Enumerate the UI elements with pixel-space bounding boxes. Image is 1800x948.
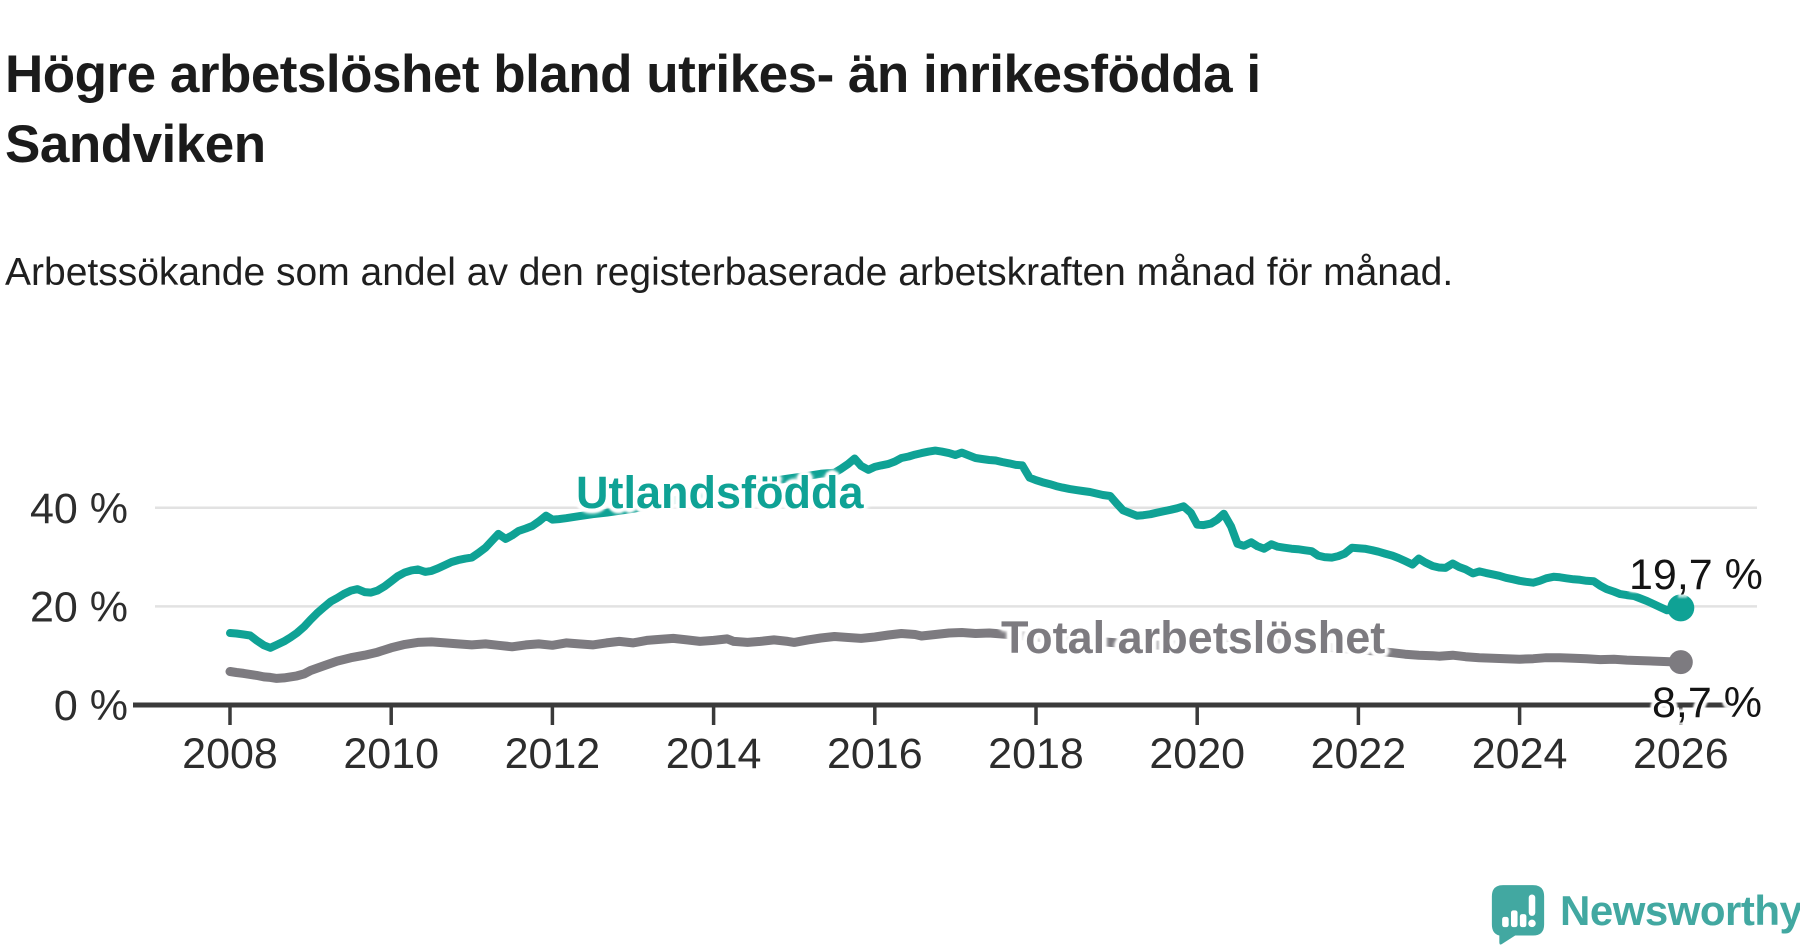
svg-text:2026: 2026: [1633, 730, 1729, 778]
chart-subtitle: Arbetssökande som andel av den registerb…: [5, 251, 1454, 294]
end-value-label-utlandsfodda: 19,7 %: [1629, 551, 1763, 599]
series-label-total-arbetsloshet: Total arbetslöshet: [1001, 612, 1386, 663]
svg-text:2016: 2016: [827, 730, 923, 778]
svg-text:2010: 2010: [343, 730, 439, 778]
end-value-label-total: 8,7 %: [1652, 679, 1762, 727]
svg-text:2012: 2012: [505, 730, 601, 778]
series-label-utlandsfodda: Utlandsfödda: [576, 467, 864, 518]
chart-title: Högre arbetslöshet bland utrikes- än inr…: [5, 44, 1261, 174]
svg-text:2014: 2014: [666, 730, 762, 778]
svg-text:2022: 2022: [1311, 730, 1407, 778]
svg-text:2020: 2020: [1149, 730, 1245, 778]
newsworthy-logo: Newsworthy: [1490, 885, 1800, 945]
svg-text:40 %: 40 %: [30, 485, 128, 533]
svg-text:2024: 2024: [1472, 730, 1568, 778]
svg-text:20 %: 20 %: [30, 583, 128, 631]
svg-text:0 %: 0 %: [54, 682, 128, 730]
newsworthy-logo-text: Newsworthy: [1560, 887, 1800, 934]
svg-text:2008: 2008: [182, 730, 278, 778]
newsworthy-logo-icon: [1491, 885, 1545, 945]
svg-text:2018: 2018: [988, 730, 1084, 778]
